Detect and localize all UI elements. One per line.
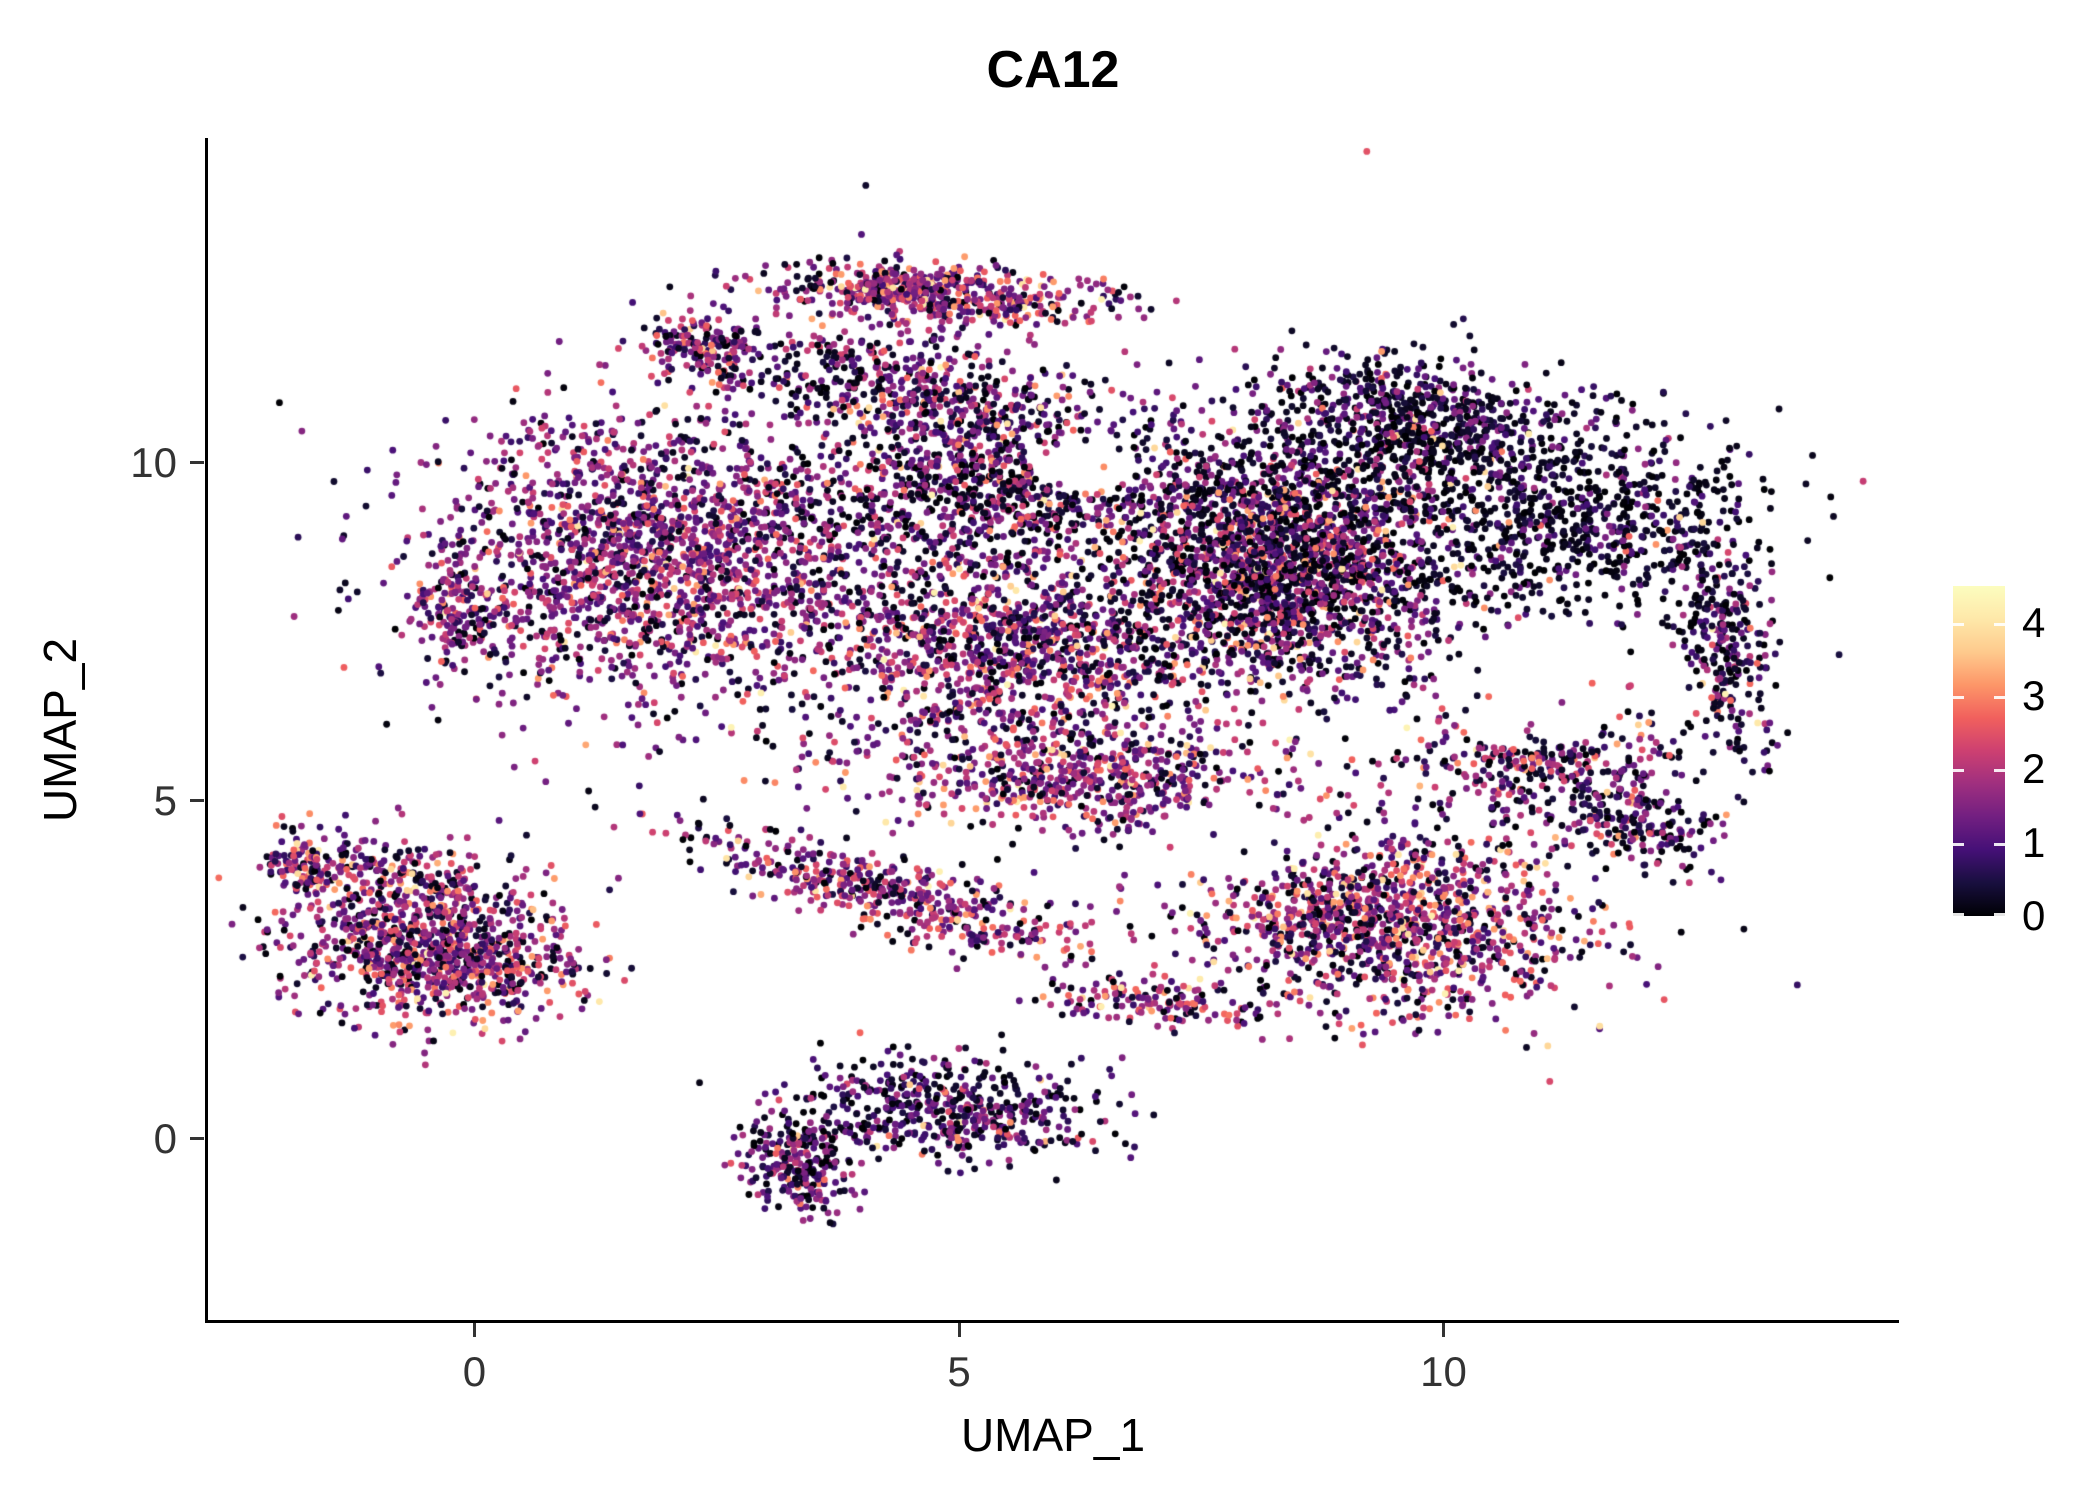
x-tick-label: 10 [1420, 1348, 1467, 1395]
colorbar-tick-mark [1953, 842, 1964, 846]
expression-colorbar [1953, 586, 2005, 916]
y-tick-label: 5 [153, 776, 177, 824]
y-tick-label: 0 [153, 1114, 177, 1162]
colorbar-tick-mark [1994, 769, 2005, 773]
x-tick-mark [1442, 1323, 1446, 1337]
colorbar-tick-label: 3 [2022, 672, 2046, 719]
x-axis-title: UMAP_1 [960, 1409, 1146, 1461]
colorbar-tick-mark [1953, 913, 1964, 916]
y-tick-label: 10 [130, 438, 177, 486]
colorbar-tick-mark [1953, 622, 1964, 626]
x-tick-mark [472, 1323, 476, 1337]
x-tick-label: 0 [462, 1348, 487, 1395]
x-axis-line [205, 1320, 1899, 1323]
colorbar-tick-label: 0 [2022, 892, 2046, 939]
plot-title: CA12 [986, 41, 1120, 99]
colorbar-tick-mark [1953, 696, 1964, 699]
y-tick-mark [190, 1137, 204, 1141]
colorbar-tick-label: 4 [2022, 598, 2046, 646]
umap-scatter-canvas [207, 138, 1899, 1320]
y-tick-mark [190, 461, 204, 465]
colorbar-tick-mark [1994, 913, 2005, 916]
colorbar-tick-label: 2 [2022, 745, 2046, 793]
colorbar-tick-mark [1994, 842, 2005, 846]
y-axis-line [205, 138, 208, 1323]
colorbar-tick-mark [1994, 622, 2005, 626]
x-tick-mark [957, 1323, 961, 1337]
y-tick-mark [190, 799, 204, 803]
x-tick-label: 5 [947, 1348, 971, 1395]
colorbar-tick-mark [1994, 696, 2005, 699]
colorbar-tick-label: 1 [2022, 818, 2046, 866]
colorbar-tick-mark [1953, 769, 1964, 773]
y-axis-title: UMAP_2 [34, 637, 86, 823]
